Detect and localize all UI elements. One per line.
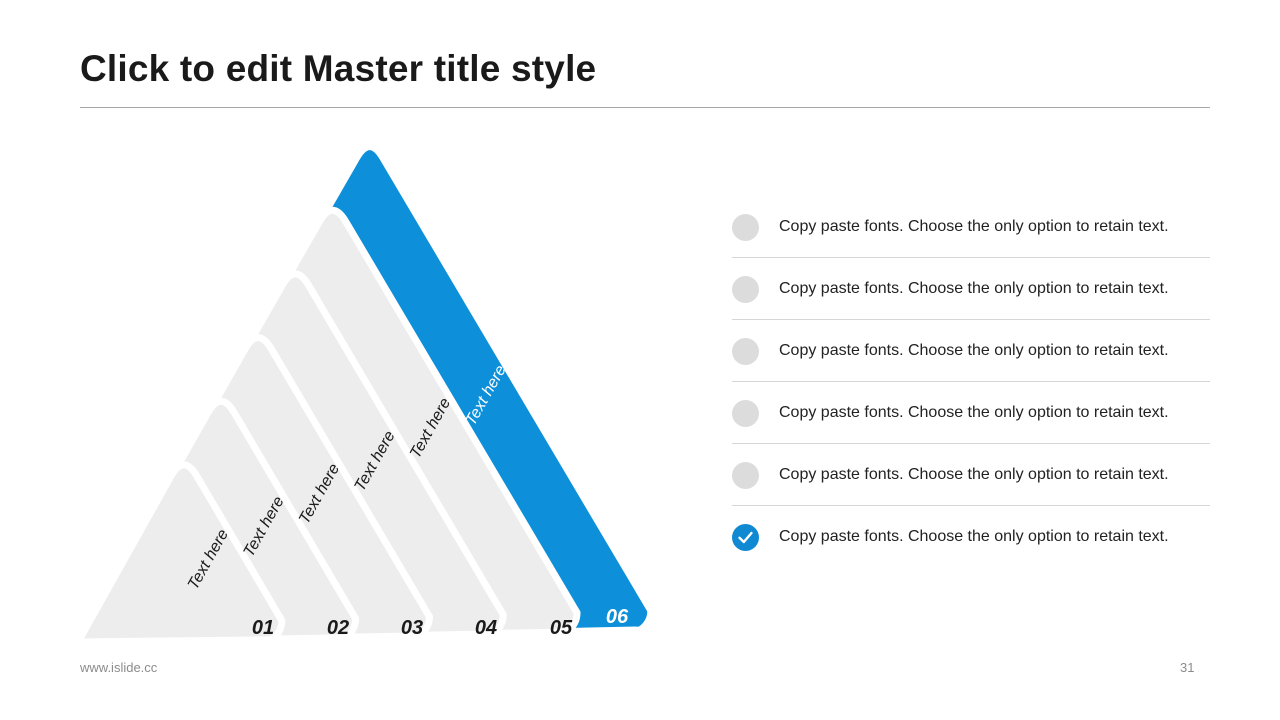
svg-text:01: 01 (252, 617, 274, 639)
svg-text:05: 05 (550, 617, 573, 639)
svg-text:06: 06 (606, 606, 629, 628)
svg-text:02: 02 (327, 617, 349, 639)
svg-text:04: 04 (475, 617, 497, 639)
svg-text:03: 03 (401, 617, 423, 639)
